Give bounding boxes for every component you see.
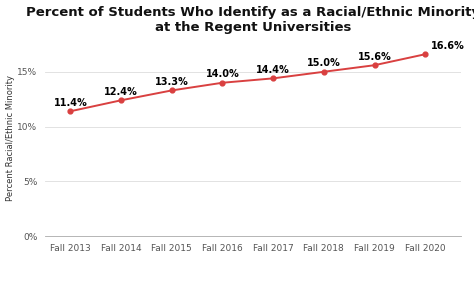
Point [168,88,175,93]
Text: 13.3%: 13.3% [155,77,189,87]
Point [371,63,378,68]
Text: 14.0%: 14.0% [206,70,239,80]
Point [269,76,277,81]
Title: Percent of Students Who Identify as a Racial/Ethnic Minority
at the Regent Unive: Percent of Students Who Identify as a Ra… [26,6,474,34]
Text: 11.4%: 11.4% [54,98,87,108]
Point [421,52,429,57]
Text: 15.6%: 15.6% [358,52,392,62]
Y-axis label: Percent Racial/Ethnic Minority: Percent Racial/Ethnic Minority [6,75,15,201]
Point [320,70,328,74]
Point [219,80,226,85]
Point [67,109,74,114]
Text: 14.4%: 14.4% [256,65,290,75]
Text: 15.0%: 15.0% [307,59,341,68]
Text: 12.4%: 12.4% [104,87,138,97]
Point [118,98,125,103]
Text: 16.6%: 16.6% [431,41,465,51]
